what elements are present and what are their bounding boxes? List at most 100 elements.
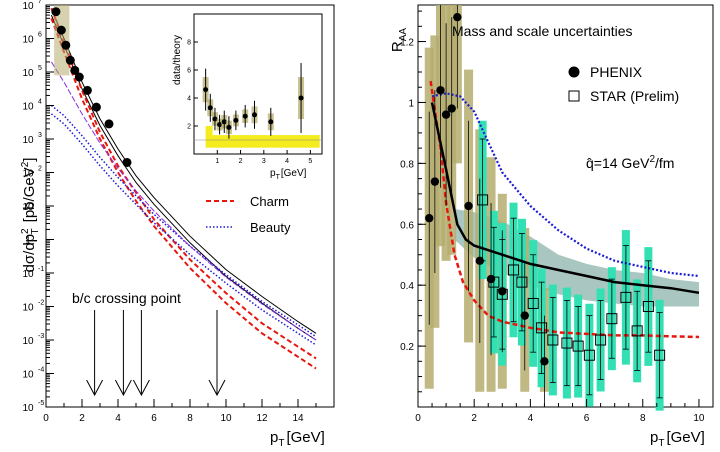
left-points [51,5,132,167]
legend-phenix-label: PHENIX [590,64,643,80]
phenix-data-point [436,86,445,95]
star-data-point [572,340,584,352]
phenix-data-point [425,213,434,223]
crossing-arrow-head [208,379,226,397]
left-ylabel-main: dσ/dp [21,234,38,272]
x-tick-label: 0 [415,413,421,424]
y-tick-label: 10 [22,336,34,347]
y-tick-exponent: 3 [38,132,42,139]
right-xlabel-p: p [650,429,658,446]
legend-beauty-label: Beauty [250,220,291,235]
star-data-point [536,322,548,334]
left-ylabel-unit-end: ] [21,158,38,162]
phenix-data-point [520,311,529,320]
inset-data-point [203,87,209,93]
curve-bottom-only [431,92,700,278]
legend-star-label: STAR (Prelim) [590,88,679,104]
right-title: Mass and scale uncertainties [452,23,633,39]
y-tick-label: 10 [22,68,34,79]
y-tick-label: 1 [25,236,31,247]
inset-x-axis-title: pT[GeV] [270,168,307,181]
y-tick-label: 0.6 [400,220,414,231]
inset-xlabel-p: p [270,168,276,179]
y-tick-exponent: 6 [38,32,42,39]
inset-y-tick-label: 2 [187,124,191,131]
y-tick-label: 10 [22,202,34,213]
x-tick-label: 2 [79,413,85,424]
crossing-arrow-head [132,379,150,397]
inset-y-axis-title: data/theory [172,35,183,85]
y-tick-exponent: -3 [38,333,44,340]
y-tick-label: 0.4 [400,281,414,292]
right-plot-frame [417,4,714,408]
inset-data-point [233,117,239,123]
qhat-sup: 2 [649,154,655,165]
y-tick-exponent: -5 [38,400,44,407]
right-x-axis-title: pT [GeV] [650,429,705,449]
y-tick-exponent: 2 [38,166,42,173]
left-y-ticks: 10 -5 10 -4 10 -3 10 -2 10 -1 1 10 10 2 10 3 10 4 10 5 10 6 10… [22,0,54,414]
phenix-data-point [498,287,507,296]
y-tick-label: 10 [22,35,34,46]
phenix-data-point [447,104,456,113]
legend-charm-label: Charm [250,194,289,209]
x-tick-label: 6 [151,413,157,424]
crossing-arrows [86,310,226,397]
curve-beauty-lower [50,113,317,346]
y-tick-label: 10 [22,403,34,414]
left-xlabel-sub: T [278,438,284,449]
x-tick-label: 8 [187,413,193,424]
x-tick-label: 12 [256,413,268,424]
star-data-point [595,334,607,346]
inset-xlabel-unit: [GeV] [281,168,307,179]
y-tick-label: 10 [22,135,34,146]
star-data-point [583,349,595,361]
phenix-data-point [464,201,473,211]
y-tick-label: 10 [22,1,34,12]
legend-star-marker [568,90,580,102]
curve-beauty [50,104,317,338]
inset-content: 1 2 3 4 5 2 4 6 8 [187,40,322,165]
inset-x-tick-label: 2 [239,158,243,165]
qhat-annotation: q̂=14 GeV2/fm [586,154,674,171]
right-xlabel-sub: T [658,438,664,449]
inset-data-point [298,95,304,101]
curve-total [430,102,700,295]
right-points [425,5,666,407]
star-data-point [561,337,573,349]
y-tick-label: 10 [22,370,34,381]
inset-data-point [217,122,223,128]
data-point [104,119,114,129]
right-y-ticks: 0.2 0.4 0.6 0.8 1 1.2 [400,10,426,393]
star-data-point [642,301,654,312]
inset-xlabel-sub: T [276,174,281,181]
inset-theory-band-low [205,126,213,142]
x-tick-label: 0 [43,413,49,424]
inset-data-point [221,119,227,125]
qhat-main: q̂=14 GeV [586,155,650,171]
inset-data-point [207,105,213,111]
inset-data-point [268,119,274,125]
left-x-ticks: 0 2 4 6 8 10 12 14 [43,399,317,424]
y-tick-exponent: 4 [38,99,42,106]
right-panel: 0 2 4 6 8 10 0.2 0.4 0.6 0.8 1 1.2 Mass and scale … [389,4,714,449]
inset-plot: 1 2 3 4 5 2 4 6 8 data/theory pT[GeV] [172,13,323,181]
star-data-point [508,264,520,276]
inset-data-point [212,116,218,122]
crossing-arrow-head [86,379,104,397]
phenix-data-point [453,12,462,22]
left-ylabel-unit-sup: 2 [20,161,31,167]
x-tick-label: 14 [292,413,304,424]
y-tick-label: 0.2 [400,342,414,353]
phenix-data-point [540,357,549,366]
inset-x-tick-label: 4 [285,158,289,165]
star-data-point [527,297,539,309]
x-tick-label: 2 [471,413,477,424]
inset-theory-band [205,135,320,148]
y-tick-exponent: 5 [38,65,42,72]
inset-y-tick-label: 6 [187,68,191,75]
phenix-data-point [441,110,451,119]
data-point [65,55,75,65]
y-tick-label: 10 [22,269,34,280]
